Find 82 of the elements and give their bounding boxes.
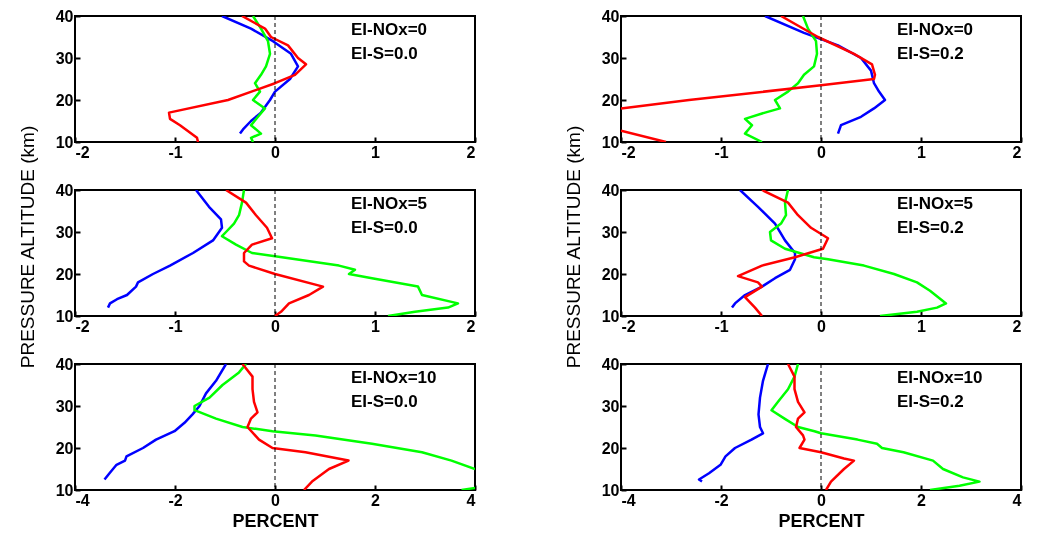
line-series — [106, 190, 224, 309]
line-series — [786, 364, 856, 490]
x-tick-label: -2 — [714, 491, 729, 509]
annotation: EI-NOx=5 — [897, 194, 974, 213]
annotation: EI-NOx=10 — [897, 368, 983, 387]
annotation: EI-S=0.2 — [897, 392, 964, 411]
line-series — [736, 190, 830, 316]
y-tick-label: 30 — [55, 49, 74, 67]
x-tick-label: -1 — [168, 143, 183, 161]
x-tick-label: 2 — [466, 317, 476, 335]
y-tick-label: 20 — [601, 91, 620, 109]
annotation: EI-S=0.0 — [351, 218, 418, 237]
line-series — [697, 364, 770, 483]
x-tick-label: -1 — [714, 317, 729, 335]
annotation: EI-S=0.0 — [351, 392, 418, 411]
x-tick-label: -1 — [714, 143, 729, 161]
annotation: EI-NOx=5 — [351, 194, 428, 213]
annotation: EI-S=0.2 — [897, 44, 964, 63]
line-series — [241, 364, 350, 490]
x-tick-label: 2 — [466, 143, 476, 161]
x-tick-label: 1 — [371, 317, 381, 335]
y-axis-title: PRESSURE ALTITUDE (km) — [17, 125, 38, 369]
y-tick-label: 40 — [601, 181, 620, 199]
line-series — [743, 16, 819, 142]
x-tick-label: -2 — [75, 143, 90, 161]
x-tick-label: 2 — [371, 491, 381, 509]
x-tick-label: -2 — [621, 317, 636, 335]
y-tick-label: 10 — [55, 481, 74, 499]
y-tick-label: 40 — [601, 355, 620, 373]
x-tick-label: 2 — [917, 491, 927, 509]
y-tick-label: 20 — [55, 91, 74, 109]
y-axis-title: PRESSURE ALTITUDE (km) — [563, 125, 584, 369]
x-tick-label: -4 — [621, 491, 636, 509]
y-tick-label: 10 — [601, 133, 620, 151]
x-tick-label: 2 — [1012, 317, 1022, 335]
y-tick-label: 30 — [601, 49, 620, 67]
annotation: EI-NOx=0 — [897, 20, 974, 39]
x-tick-label: 1 — [371, 143, 381, 161]
line-series — [103, 364, 228, 481]
x-tick-label: 1 — [917, 317, 927, 335]
x-tick-label: 0 — [817, 317, 827, 335]
x-tick-label: 0 — [817, 491, 827, 509]
annotation: EI-S=0.0 — [351, 44, 418, 63]
y-tick-label: 40 — [55, 355, 74, 373]
y-tick-label: 10 — [601, 481, 620, 499]
line-series — [770, 364, 981, 490]
y-tick-label: 30 — [601, 397, 620, 415]
x-tick-label: 1 — [917, 143, 927, 161]
line-series — [167, 16, 308, 142]
y-tick-label: 30 — [55, 397, 74, 415]
x-axis-title: PERCENT — [778, 510, 865, 531]
x-tick-label: 4 — [466, 491, 476, 509]
x-tick-label: 0 — [271, 491, 281, 509]
x-tick-label: 2 — [1012, 143, 1022, 161]
y-tick-label: 40 — [55, 7, 74, 25]
x-tick-label: -2 — [75, 317, 90, 335]
y-tick-label: 40 — [601, 7, 620, 25]
line-series — [249, 16, 272, 142]
line-series — [224, 190, 325, 316]
y-tick-label: 20 — [601, 439, 620, 457]
x-tick-label: -2 — [168, 491, 183, 509]
annotation: EI-NOx=10 — [351, 368, 437, 387]
y-tick-label: 20 — [55, 439, 74, 457]
y-tick-label: 30 — [55, 223, 74, 241]
x-tick-label: 0 — [817, 143, 827, 161]
x-tick-label: 0 — [271, 317, 281, 335]
x-tick-label: 4 — [1012, 491, 1022, 509]
y-tick-label: 20 — [55, 265, 74, 283]
y-tick-label: 20 — [601, 265, 620, 283]
x-tick-label: -4 — [75, 491, 90, 509]
x-tick-label: -2 — [621, 143, 636, 161]
line-series — [220, 190, 460, 316]
y-tick-label: 10 — [55, 133, 74, 151]
y-tick-label: 10 — [601, 307, 620, 325]
y-tick-label: 40 — [55, 181, 74, 199]
x-tick-label: 0 — [271, 143, 281, 161]
y-tick-label: 10 — [55, 307, 74, 325]
y-tick-label: 30 — [601, 223, 620, 241]
x-axis-title: PERCENT — [232, 510, 319, 531]
annotation: EI-NOx=0 — [351, 20, 428, 39]
x-tick-label: -1 — [168, 317, 183, 335]
annotation: EI-S=0.2 — [897, 218, 964, 237]
